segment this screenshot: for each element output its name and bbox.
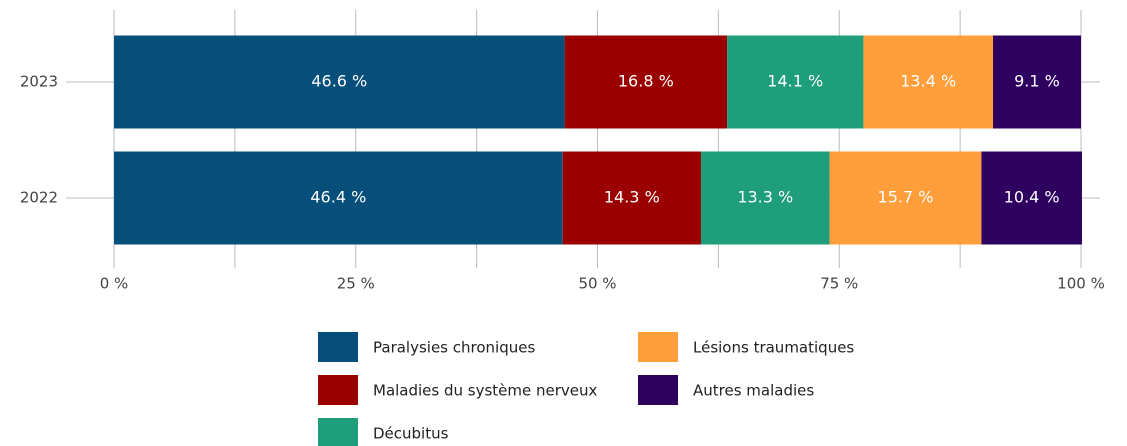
bar-segment xyxy=(993,35,1081,129)
legend-label: Paralysies chroniques xyxy=(373,339,535,357)
x-tick-label: 75 % xyxy=(820,275,858,293)
value-label: 16.8 % xyxy=(618,72,674,91)
legend-swatch xyxy=(318,332,358,362)
legend-swatch xyxy=(638,332,678,362)
legend-label: Autres maladies xyxy=(693,382,814,400)
value-label: 9.1 % xyxy=(1014,72,1060,91)
x-tick-label: 50 % xyxy=(578,275,616,293)
value-label: 46.6 % xyxy=(311,72,367,91)
value-label: 13.4 % xyxy=(900,72,956,91)
bar-segment xyxy=(562,151,701,245)
legend-label: Décubitus xyxy=(373,425,449,443)
bar-segment xyxy=(114,151,563,245)
legend-label: Maladies du système nerveux xyxy=(373,382,598,400)
value-label: 10.4 % xyxy=(1004,188,1060,207)
bar-segment xyxy=(114,35,565,129)
x-tick-label: 25 % xyxy=(337,275,375,293)
y-tick-label: 2023 xyxy=(20,73,58,91)
value-label: 15.7 % xyxy=(878,188,934,207)
legend-label: Lésions traumatiques xyxy=(693,339,854,357)
bar-segment xyxy=(727,35,864,129)
legend-swatch xyxy=(318,375,358,405)
legend-swatch xyxy=(638,375,678,405)
bar-segment xyxy=(700,151,830,245)
value-label: 14.3 % xyxy=(604,188,660,207)
x-tick-label: 0 % xyxy=(100,275,129,293)
bar-segment xyxy=(863,35,994,129)
value-label: 13.3 % xyxy=(737,188,793,207)
bar-segment xyxy=(564,35,728,129)
value-label: 46.4 % xyxy=(310,188,366,207)
value-label: 14.1 % xyxy=(767,72,823,91)
legend-swatch xyxy=(318,418,358,446)
y-tick-label: 2022 xyxy=(20,189,58,207)
bar-segment xyxy=(981,151,1082,245)
bar-segment xyxy=(829,151,982,245)
x-tick-label: 100 % xyxy=(1057,275,1105,293)
